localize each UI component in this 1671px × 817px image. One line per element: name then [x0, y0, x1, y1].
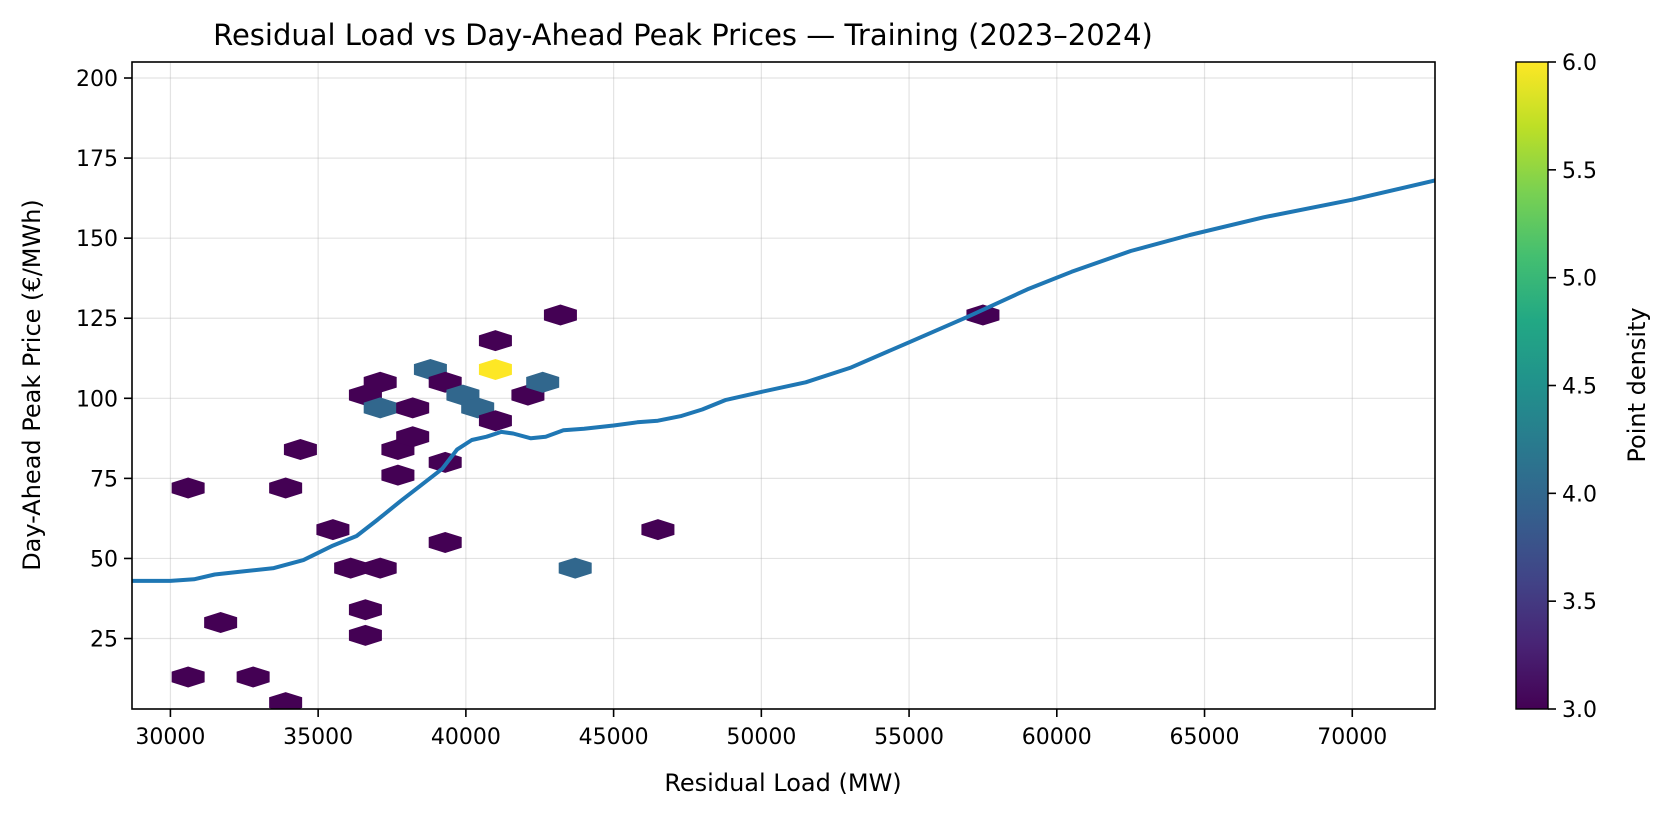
x-tick-label: 60000 — [1022, 725, 1092, 750]
hexbin-cell — [396, 397, 430, 419]
trend-line-layer — [132, 178, 1435, 583]
x-tick-label: 55000 — [874, 725, 944, 750]
x-axis-ticks: 30000 35000 40000 45000 50000 55000 60000 65000… — [135, 709, 1387, 750]
plot-frame — [131, 61, 1436, 710]
y-tick-label: 75 — [90, 467, 118, 492]
colorbar-tick-label: 5.5 — [1562, 159, 1597, 184]
hexbin-cell — [428, 531, 462, 553]
hexbin-cell — [558, 557, 592, 579]
y-tick-label: 175 — [76, 147, 118, 172]
hexbin-cell — [966, 304, 1000, 326]
hexbin-cell — [283, 439, 317, 461]
colorbar-tick-label: 4.5 — [1562, 375, 1597, 400]
hexbin-cell — [363, 371, 397, 393]
y-axis-ticks: 25 50 75 100 125 150 175 200 — [76, 67, 132, 653]
hexbin-cell — [269, 692, 303, 709]
hexbin-cell — [236, 666, 270, 688]
hexbin-cell — [478, 330, 512, 352]
x-axis-label: Residual Load (MW) — [664, 769, 901, 797]
hexbin-cell — [381, 464, 415, 486]
hexbin-cell — [348, 599, 382, 621]
hexbin-cell — [348, 624, 382, 646]
hexbin-cell — [316, 519, 350, 541]
hexbin-cell — [171, 477, 205, 499]
hexbin-cell — [363, 557, 397, 579]
hexbin-cell — [204, 612, 238, 634]
colorbar — [1515, 61, 1549, 710]
hexbin-cell — [543, 304, 577, 326]
hexbin-cell — [269, 477, 303, 499]
colorbar-tick-label: 3.0 — [1562, 698, 1597, 723]
y-tick-label: 50 — [90, 547, 118, 572]
hexbin-cell — [171, 666, 205, 688]
y-tick-label: 100 — [76, 387, 118, 412]
colorbar-tick-label: 4.0 — [1562, 482, 1597, 507]
x-tick-label: 40000 — [431, 725, 501, 750]
trend-line — [132, 178, 1435, 583]
hexbin-cell — [428, 371, 462, 393]
hexbin-cell — [526, 371, 560, 393]
hexbin-cell — [478, 358, 512, 380]
x-tick-label: 35000 — [283, 725, 353, 750]
x-tick-label: 30000 — [135, 725, 205, 750]
x-tick-label: 65000 — [1170, 725, 1240, 750]
colorbar-tick-label: 5.0 — [1562, 267, 1597, 292]
x-tick-label: 70000 — [1317, 725, 1387, 750]
colorbar-ticks: 3.0 3.5 4.0 4.5 5.0 5.5 6.0 — [1548, 51, 1597, 723]
x-tick-label: 45000 — [579, 725, 649, 750]
colorbar-label: Point density — [1623, 307, 1651, 462]
hexbin-cell — [641, 519, 675, 541]
hexbin-cell — [334, 557, 368, 579]
x-tick-label: 50000 — [726, 725, 796, 750]
chart-title: Residual Load vs Day-Ahead Peak Prices —… — [213, 18, 1153, 52]
y-tick-label: 125 — [76, 307, 118, 332]
y-axis-label: Day-Ahead Peak Price (€/MWh) — [18, 199, 46, 571]
hexbin-cell — [478, 410, 512, 432]
hexbin-cell — [363, 397, 397, 419]
colorbar-tick-label: 6.0 — [1562, 51, 1597, 76]
y-tick-label: 150 — [76, 227, 118, 252]
hexbin-cell — [396, 426, 430, 448]
hexbin-cell — [461, 397, 495, 419]
y-tick-label: 200 — [76, 67, 118, 92]
colorbar-tick-label: 3.5 — [1562, 590, 1597, 615]
hexbin-layer — [171, 304, 1000, 709]
y-tick-label: 25 — [90, 628, 118, 653]
